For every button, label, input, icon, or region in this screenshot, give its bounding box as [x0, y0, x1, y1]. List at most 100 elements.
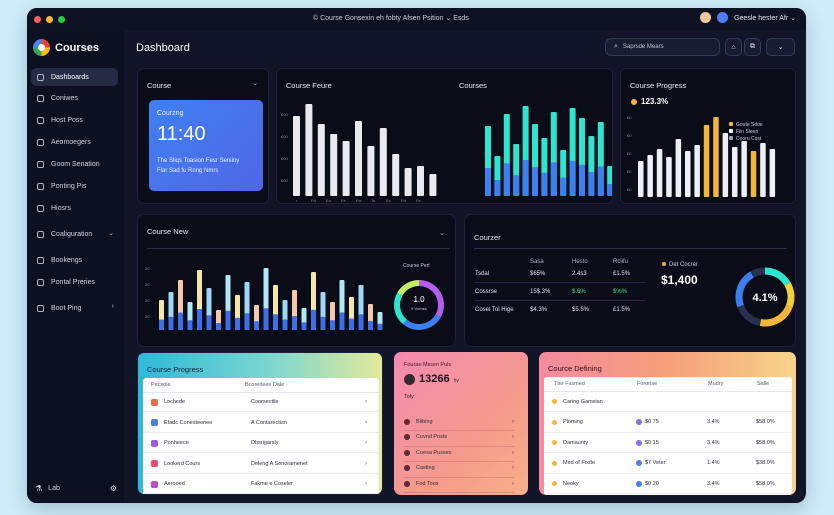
course-icon [151, 398, 158, 406]
course-progress-list-card: Course Progress Pecsole Bcoredees Dale L… [137, 352, 383, 495]
gold-bar [713, 117, 719, 197]
stacked-bar-segment [311, 309, 316, 330]
list-item[interactable]: Efadc Conesteenee A Contarectisn › [143, 414, 379, 433]
blue-bar-segment [532, 167, 538, 196]
copy-button[interactable]: ⧉ [744, 38, 761, 56]
list-item[interactable]: Aerooed Fakme e Coseler › [143, 475, 379, 494]
white-bar [355, 121, 362, 196]
list-item[interactable]: Coesa Pusses › [404, 444, 514, 462]
progress-dot-icon [631, 98, 637, 105]
list-item[interactable]: Fod Toos › [404, 475, 514, 493]
blue-bar-segment [550, 162, 557, 196]
course-name: Aerooed [164, 481, 185, 487]
search-input[interactable]: ⌕ Saprsde Mears [605, 38, 720, 56]
stacked-bar-segment [216, 323, 221, 330]
white-bar [675, 139, 682, 197]
home-button[interactable]: ⌂ [725, 38, 742, 56]
course-card-menu[interactable]: ⌄ [252, 80, 258, 87]
course-desc: Deleng A Senoramenet [251, 460, 308, 467]
sidebar-item-1[interactable]: Coniwes [31, 90, 118, 108]
sidebar-item-label: Goom Senation [51, 161, 100, 169]
row-forecast: $0 15 [645, 439, 659, 446]
minimize-window-button[interactable] [46, 15, 53, 23]
course-new-menu-icon[interactable]: ⌄ [439, 230, 445, 237]
table-row[interactable]: Med of Foste $7 Veter 1.4% $38.0% [544, 454, 792, 474]
col-header-name: Pecsole [151, 382, 171, 388]
donut-segment [784, 282, 795, 308]
sidebar-item-label: Aeomoegers [51, 139, 91, 147]
donut-value: 1.0 [413, 295, 425, 304]
chevron-right-icon: › [365, 419, 367, 426]
clock-time: 11:40 [157, 123, 206, 145]
stacked-bar-segment [273, 314, 278, 330]
settings-gear-icon[interactable]: ⚙ [109, 484, 117, 493]
chat-icon [37, 161, 44, 169]
courses-title: Courses [459, 81, 487, 90]
user-menu[interactable]: Geesle hester Afr ⌄ [734, 14, 796, 22]
row-name: Caring Gamsian [563, 398, 603, 405]
sidebar-item-8[interactable]: Bookengs [31, 251, 118, 269]
item-label: Coesa Pusses [416, 449, 452, 456]
avatar[interactable] [700, 12, 712, 23]
x-tick-label: Fd [311, 198, 316, 203]
page-title: Dashboard [136, 42, 190, 54]
sidebar-item-4[interactable]: Goom Senation [31, 156, 118, 174]
blue-bar-segment [494, 180, 501, 196]
table-row[interactable]: Damaunty $0 15 3.4% $58.0% [544, 433, 792, 453]
donut-segment [764, 267, 791, 286]
table-row[interactable]: Ploming $0 75 3.4% $58.0% [544, 413, 792, 433]
white-bar [647, 155, 653, 197]
sidebar-item-7[interactable]: Coaliguration ⌄ [31, 225, 118, 243]
gear-icon [37, 230, 44, 238]
list-item[interactable]: Ponheece Dbsrigarsly › [143, 434, 379, 453]
counter-donut-chart [735, 267, 795, 327]
col-header-mudry: Mudry [708, 381, 724, 387]
chip-icon [636, 439, 642, 446]
course-progress-number: 123.3% [641, 97, 669, 106]
row-mudry: 3.4% [707, 419, 720, 425]
counter-amount: $1,400 [661, 273, 698, 287]
sidebar-item-0[interactable]: Dashboards [31, 68, 118, 86]
sidebar-item-9[interactable]: Pontal Preries [31, 273, 118, 291]
list-item[interactable]: Casting › [404, 460, 514, 478]
close-window-button[interactable] [34, 15, 41, 23]
list-item[interactable]: Lochede Coorsectile › [143, 393, 379, 412]
sidebar-item-10[interactable]: Boot Ping › [31, 299, 118, 317]
gold-bar [703, 125, 710, 197]
col-header-name: Tter Fssmed [554, 381, 585, 387]
sidebar-item-6[interactable]: Hiosrs [31, 199, 118, 217]
course-defining-card: Cource Defining Tter Fssmed Fororise Mud… [539, 352, 796, 495]
chevron-right-icon: › [365, 460, 367, 467]
status-dot-icon [552, 440, 557, 445]
sidebar-footer-label[interactable]: Lab [48, 485, 60, 492]
profile-icon[interactable] [717, 12, 729, 23]
stacked-bar-segment [159, 319, 164, 330]
item-dot-icon [404, 465, 410, 471]
gold-bar [750, 151, 757, 197]
chevron-icon: ⌄ [108, 230, 114, 238]
menu-dropdown-button[interactable]: ⌄ [766, 38, 795, 56]
sidebar-item-2[interactable]: Host Poss [31, 112, 118, 130]
star-icon [37, 204, 44, 212]
stacked-bar-segment [358, 314, 364, 330]
stacked-bar-segment [254, 321, 259, 330]
white-bar [305, 104, 313, 196]
list-item[interactable]: Blibing › [404, 413, 514, 431]
table-row[interactable]: Neoky $0 20 3.4% $58.0% [544, 474, 792, 494]
chevron-icon: › [111, 303, 114, 311]
chevron-right-icon: › [512, 434, 514, 440]
table-row[interactable]: Caring Gamsian [544, 392, 792, 412]
sidebar-item-5[interactable]: Ponting Pis [31, 177, 118, 195]
course-desc: A Contarectisn [251, 419, 287, 426]
list-item[interactable]: Covnd Posts › [404, 429, 514, 447]
maximize-window-button[interactable] [58, 15, 65, 23]
donut-segment [394, 292, 407, 325]
item-dot-icon [404, 449, 410, 456]
list-item[interactable]: Lookerd Cours Deleng A Senoramenet › [143, 455, 379, 474]
clock-widget[interactable]: Courzng 11:40 The Sliqs Toasion Fesr Sen… [149, 100, 263, 191]
brand[interactable]: Courses [33, 39, 124, 56]
sidebar-item-3[interactable]: Aeomoegers [31, 134, 118, 152]
lab-icon: ⚗ [35, 484, 43, 493]
donut-segment [735, 271, 754, 308]
item-dot-icon [404, 418, 410, 425]
